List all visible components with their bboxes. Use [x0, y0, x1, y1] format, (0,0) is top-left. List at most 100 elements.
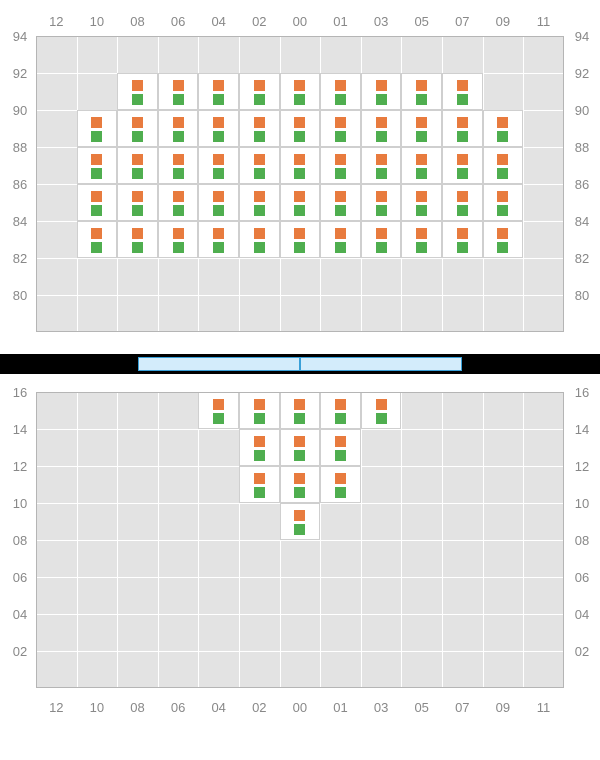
row-label-right: 16	[568, 386, 596, 399]
row-label-right: 88	[568, 141, 596, 154]
slot[interactable]	[117, 221, 158, 258]
row-label-right: 80	[568, 289, 596, 302]
slot[interactable]	[239, 429, 280, 466]
row-label-right: 92	[568, 67, 596, 80]
status-chip-green	[457, 94, 468, 105]
row-label-right: 08	[568, 534, 596, 547]
col-label-top: 06	[158, 14, 198, 29]
slot[interactable]	[401, 73, 442, 110]
slot[interactable]	[239, 221, 280, 258]
slot[interactable]	[401, 184, 442, 221]
slot[interactable]	[77, 221, 118, 258]
status-chip-green	[294, 94, 305, 105]
slot[interactable]	[401, 221, 442, 258]
slot[interactable]	[483, 110, 524, 147]
slot[interactable]	[239, 73, 280, 110]
slot[interactable]	[239, 466, 280, 503]
slot[interactable]	[280, 466, 321, 503]
status-chip-orange	[294, 399, 305, 410]
col-label-bottom: 08	[118, 700, 158, 715]
slot[interactable]	[361, 73, 402, 110]
status-chip-green	[376, 205, 387, 216]
slot[interactable]	[361, 110, 402, 147]
slot[interactable]	[401, 147, 442, 184]
slot[interactable]	[280, 503, 321, 540]
slot[interactable]	[198, 73, 239, 110]
slot[interactable]	[320, 73, 361, 110]
slot[interactable]	[320, 221, 361, 258]
rack-diagram: 1212101008080606040402020000010103030505…	[0, 0, 600, 760]
slot[interactable]	[442, 147, 483, 184]
slot[interactable]	[361, 392, 402, 429]
slot[interactable]	[361, 221, 402, 258]
slot[interactable]	[117, 184, 158, 221]
status-chip-green	[335, 413, 346, 424]
status-chip-green	[91, 168, 102, 179]
col-label-top: 02	[239, 14, 279, 29]
status-chip-orange	[416, 80, 427, 91]
slot[interactable]	[158, 184, 199, 221]
status-chip-green	[457, 168, 468, 179]
status-chip-orange	[213, 399, 224, 410]
slot[interactable]	[239, 147, 280, 184]
slot[interactable]	[320, 466, 361, 503]
slot[interactable]	[158, 221, 199, 258]
status-chip-green	[416, 168, 427, 179]
col-label-bottom: 03	[361, 700, 401, 715]
slot[interactable]	[198, 147, 239, 184]
slot[interactable]	[77, 110, 118, 147]
status-chip-orange	[173, 191, 184, 202]
slot[interactable]	[198, 184, 239, 221]
slot[interactable]	[198, 392, 239, 429]
slot[interactable]	[483, 221, 524, 258]
slot[interactable]	[401, 110, 442, 147]
status-chip-green	[294, 524, 305, 535]
status-chip-green	[132, 205, 143, 216]
slot[interactable]	[158, 73, 199, 110]
slot[interactable]	[280, 221, 321, 258]
status-chip-green	[213, 413, 224, 424]
col-label-top: 10	[77, 14, 117, 29]
slot[interactable]	[117, 147, 158, 184]
status-chip-orange	[294, 191, 305, 202]
slot[interactable]	[117, 110, 158, 147]
slot[interactable]	[239, 392, 280, 429]
slot[interactable]	[442, 221, 483, 258]
slot[interactable]	[117, 73, 158, 110]
col-label-top: 08	[118, 14, 158, 29]
status-chip-green	[213, 205, 224, 216]
slot[interactable]	[320, 392, 361, 429]
slot[interactable]	[280, 73, 321, 110]
slot[interactable]	[280, 184, 321, 221]
slot[interactable]	[320, 110, 361, 147]
slot[interactable]	[483, 184, 524, 221]
slot[interactable]	[280, 392, 321, 429]
slot[interactable]	[320, 184, 361, 221]
slot[interactable]	[239, 110, 280, 147]
slot[interactable]	[77, 184, 118, 221]
slot[interactable]	[280, 429, 321, 466]
slot[interactable]	[320, 147, 361, 184]
status-chip-orange	[294, 154, 305, 165]
slot[interactable]	[239, 184, 280, 221]
slot[interactable]	[361, 147, 402, 184]
status-chip-orange	[132, 191, 143, 202]
slot[interactable]	[280, 110, 321, 147]
status-chip-orange	[457, 117, 468, 128]
slot[interactable]	[442, 110, 483, 147]
slot[interactable]	[280, 147, 321, 184]
slot[interactable]	[320, 429, 361, 466]
slot[interactable]	[158, 110, 199, 147]
slot[interactable]	[198, 110, 239, 147]
slot[interactable]	[483, 147, 524, 184]
slot[interactable]	[198, 221, 239, 258]
status-chip-orange	[335, 399, 346, 410]
panel-top	[36, 36, 564, 332]
slot[interactable]	[442, 184, 483, 221]
slot[interactable]	[442, 73, 483, 110]
slot[interactable]	[361, 184, 402, 221]
slot[interactable]	[77, 147, 118, 184]
status-chip-orange	[335, 436, 346, 447]
slot[interactable]	[158, 147, 199, 184]
status-chip-orange	[213, 154, 224, 165]
